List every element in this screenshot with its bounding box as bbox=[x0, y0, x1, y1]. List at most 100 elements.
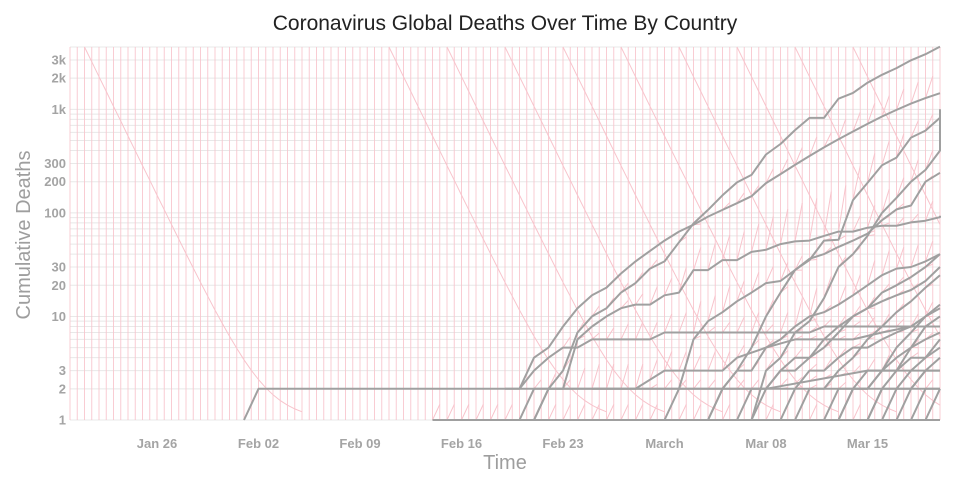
overlay-connector bbox=[649, 404, 658, 421]
y-tick-label: 300 bbox=[44, 156, 66, 171]
overlay-connector bbox=[432, 404, 441, 421]
overlay-connector bbox=[780, 312, 789, 333]
overlay-connector bbox=[693, 354, 702, 371]
x-axis-title: Time bbox=[483, 452, 527, 474]
overlay-connector bbox=[664, 278, 673, 296]
overlay-connector bbox=[693, 247, 702, 271]
overlay-connector bbox=[852, 165, 861, 201]
overlay-connector bbox=[910, 81, 919, 104]
y-tick-label: 1k bbox=[52, 102, 67, 117]
overlay-connector bbox=[504, 404, 513, 421]
overlay-connector bbox=[809, 288, 818, 317]
overlay-connector bbox=[606, 404, 615, 421]
overlay-connector bbox=[461, 404, 470, 421]
overlay-connector bbox=[678, 312, 687, 333]
overlay-connector bbox=[794, 203, 803, 242]
overlay-connector bbox=[852, 274, 861, 296]
overlay-connector bbox=[896, 247, 905, 269]
overlay-connector bbox=[678, 351, 687, 371]
series-line-0 bbox=[750, 109, 941, 421]
overlay-connector bbox=[809, 198, 818, 241]
overlay-connector bbox=[867, 103, 876, 125]
overlay-connector bbox=[722, 286, 731, 313]
overlay-connector bbox=[635, 404, 644, 421]
overlay-connector bbox=[751, 223, 760, 253]
overlay-connector bbox=[881, 95, 890, 117]
overlay-connector bbox=[780, 158, 789, 175]
overlay-connector bbox=[678, 267, 687, 293]
overlay-decay-curve bbox=[794, 46, 941, 337]
overlay-connector bbox=[490, 404, 499, 421]
overlay-connector bbox=[736, 379, 745, 390]
overlay-connector bbox=[736, 344, 745, 358]
overlay-connector bbox=[867, 205, 876, 228]
overlay-connector bbox=[533, 379, 542, 390]
overlay-connector bbox=[562, 404, 571, 421]
overlay-connector bbox=[852, 215, 861, 232]
overlay-connector bbox=[881, 140, 890, 166]
overlay-connector bbox=[809, 363, 818, 371]
overlay-connector bbox=[736, 316, 745, 333]
x-tick-label: Jan 26 bbox=[137, 436, 177, 451]
overlay-decay-curve bbox=[736, 46, 941, 406]
overlay-connector bbox=[620, 363, 629, 389]
overlay-connector bbox=[707, 379, 716, 390]
overlay-connector bbox=[867, 317, 876, 327]
overlay-connector bbox=[925, 301, 934, 317]
overlay-connector bbox=[693, 379, 702, 390]
overlay-connector bbox=[838, 381, 847, 390]
overlay-connector bbox=[925, 114, 934, 131]
overlay-connector bbox=[606, 327, 615, 340]
y-tick-label: 30 bbox=[52, 260, 66, 275]
overlay-connector bbox=[577, 404, 586, 421]
y-tick-label: 10 bbox=[52, 309, 66, 324]
overlay-connector bbox=[446, 404, 455, 421]
overlay-connector bbox=[896, 217, 905, 227]
overlay-connector bbox=[794, 255, 803, 271]
chart-title: Coronavirus Global Deaths Over Time By C… bbox=[273, 12, 738, 35]
overlay-connector bbox=[809, 136, 818, 157]
overlay-connector bbox=[693, 404, 702, 421]
overlay-connector bbox=[794, 348, 803, 358]
overlay-connector bbox=[722, 322, 731, 333]
overlay-connector bbox=[562, 336, 571, 348]
overlay-connector bbox=[910, 120, 919, 138]
series-line-13 bbox=[737, 266, 941, 421]
overlay-connector bbox=[765, 324, 774, 333]
overlay-connector bbox=[867, 260, 876, 286]
overlay-connector bbox=[896, 177, 905, 198]
overlay-connector bbox=[606, 363, 615, 389]
x-tick-label: Mar 15 bbox=[847, 436, 888, 451]
overlay-connector bbox=[591, 332, 600, 340]
overlay-connector bbox=[910, 213, 919, 223]
overlay-connector bbox=[707, 295, 716, 322]
overlay-connector bbox=[823, 318, 832, 327]
series-line-14 bbox=[766, 307, 941, 421]
x-tick-label: Feb 23 bbox=[542, 436, 583, 451]
overlay-connector bbox=[736, 192, 745, 204]
y-tick-label: 100 bbox=[44, 205, 66, 220]
series-line-23 bbox=[896, 387, 940, 421]
overlay-connector bbox=[635, 321, 644, 340]
overlay-connector bbox=[838, 285, 847, 305]
overlay-connector bbox=[925, 240, 934, 262]
series-line-8 bbox=[518, 325, 940, 421]
overlay-connector bbox=[881, 250, 890, 276]
y-axis-title: Cumulative Deaths bbox=[13, 151, 35, 320]
overlay-connector bbox=[736, 280, 745, 302]
y-tick-label: 3 bbox=[59, 363, 66, 378]
overlay-connector bbox=[707, 351, 716, 371]
overlay-connector bbox=[635, 293, 644, 305]
overlay-connector bbox=[910, 244, 919, 268]
overlay-connector bbox=[664, 313, 673, 333]
overlay-connector bbox=[780, 262, 789, 282]
overlay-connector bbox=[751, 379, 760, 390]
y-tick-label: 2 bbox=[59, 381, 66, 396]
overlay-connector bbox=[722, 404, 731, 421]
overlay-connector bbox=[664, 351, 673, 371]
overlay-connector bbox=[736, 231, 745, 261]
overlay-connector bbox=[867, 358, 876, 371]
overlay-connector bbox=[751, 272, 760, 293]
overlay-connector bbox=[765, 404, 774, 421]
